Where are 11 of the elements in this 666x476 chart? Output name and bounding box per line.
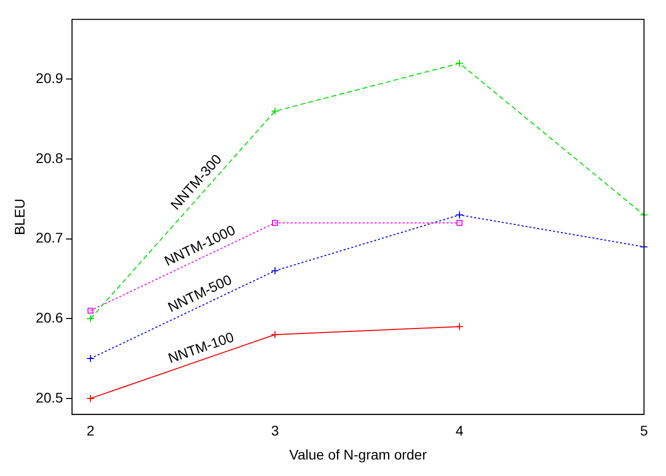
x-tick-label: 2 (86, 422, 95, 439)
x-tick-label: 4 (456, 422, 464, 439)
y-tick-label: 20.9 (36, 70, 64, 86)
y-tick-label: 20.7 (36, 230, 64, 246)
x-tick-label: 3 (271, 422, 280, 439)
x-tick-label: 5 (640, 422, 648, 439)
y-tick-label: 20.8 (36, 150, 64, 166)
x-axis-title: Value of N-gram order (289, 446, 428, 462)
y-tick-label: 20.6 (36, 310, 64, 326)
y-tick-label: 20.5 (36, 389, 64, 406)
y-axis-title: BLEU (11, 198, 28, 236)
